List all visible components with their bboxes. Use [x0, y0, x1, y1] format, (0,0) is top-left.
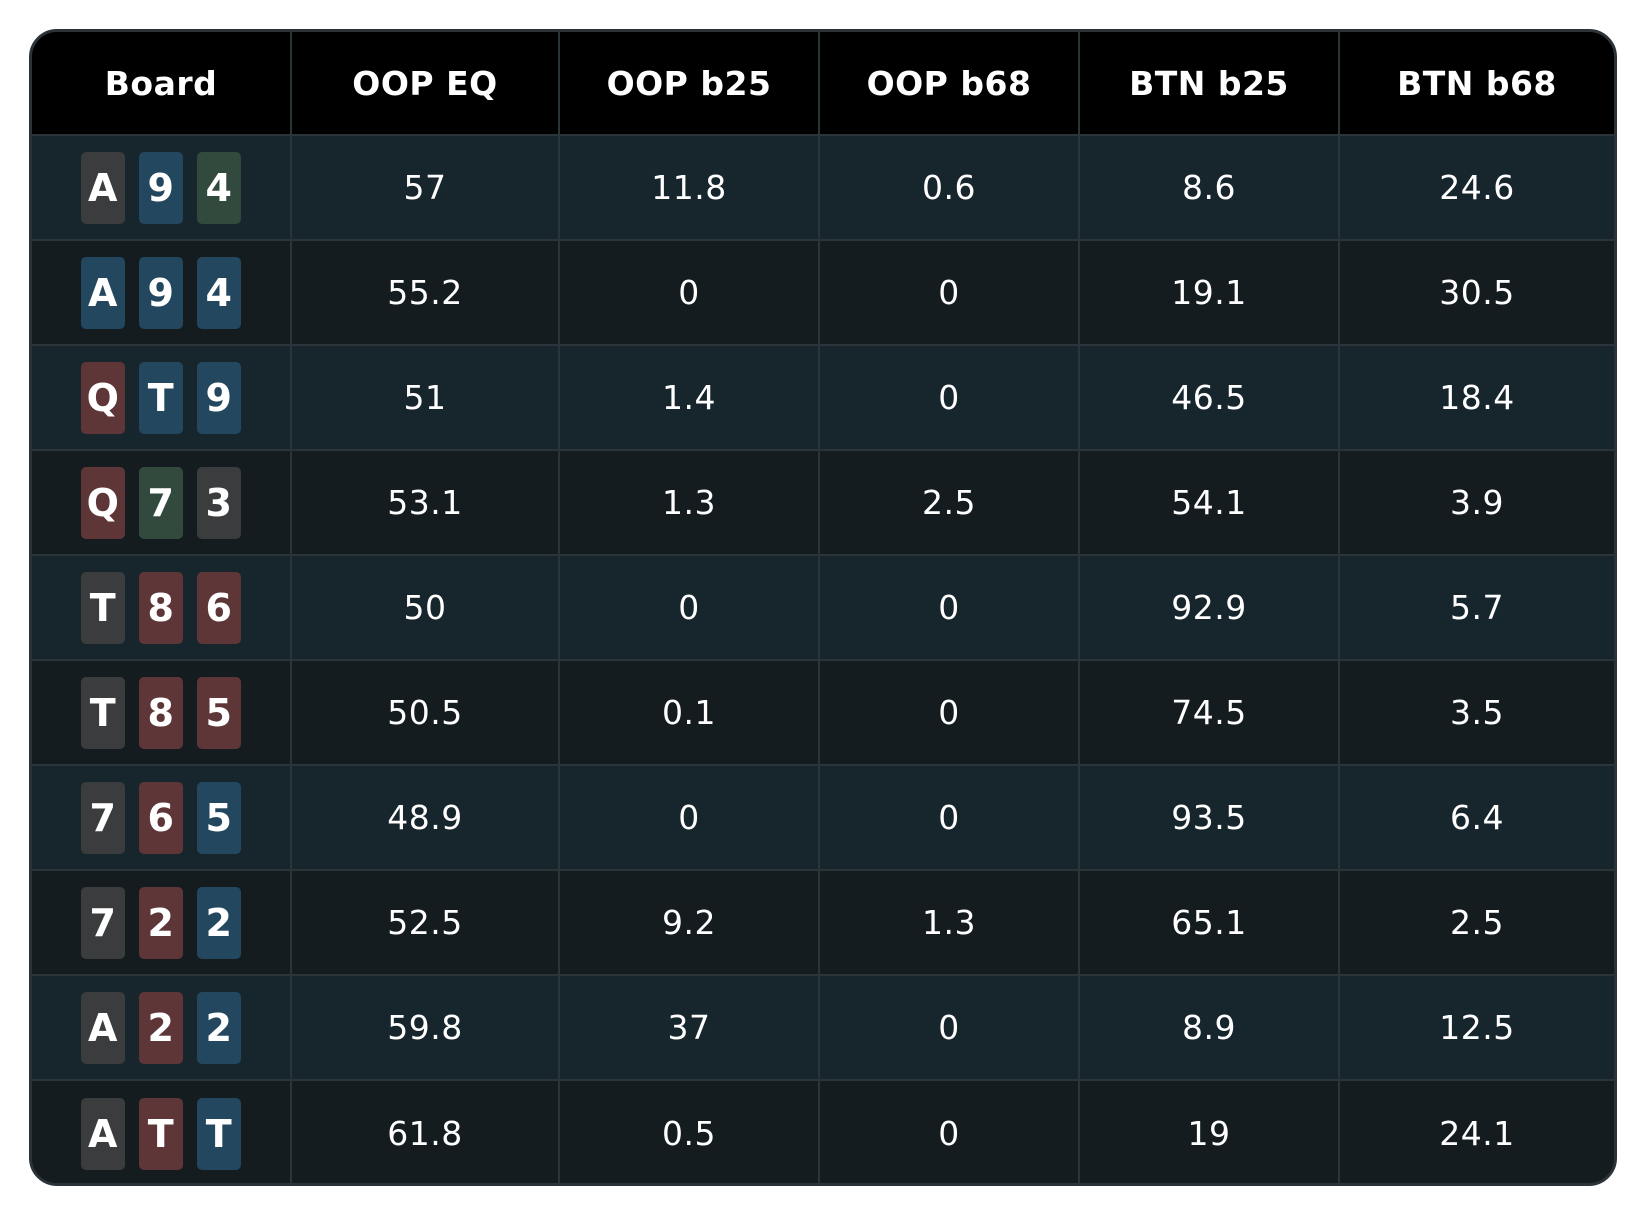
- value-cell: 30.5: [1340, 241, 1614, 346]
- value-cell: 0: [820, 766, 1080, 871]
- value-cell: 59.8: [292, 976, 560, 1081]
- value-cell: 61.8: [292, 1081, 560, 1183]
- table-grid: Board OOP EQ OOP b25 OOP b68 BTN b25 BTN b68 A…: [32, 32, 1614, 1183]
- card: 8: [139, 676, 183, 749]
- value-cell: 6.4: [1340, 766, 1614, 871]
- value-cell: 0: [560, 766, 820, 871]
- value-cell: 92.9: [1080, 556, 1340, 661]
- card: 7: [81, 781, 125, 854]
- value-cell: 1.3: [820, 871, 1080, 976]
- card: A: [81, 1097, 125, 1170]
- value-cell: 65.1: [1080, 871, 1340, 976]
- value-cell: 0: [820, 661, 1080, 766]
- value-cell: 3.9: [1340, 451, 1614, 556]
- column-header: OOP EQ: [292, 32, 560, 136]
- value-cell: 3.5: [1340, 661, 1614, 766]
- value-cell: 57: [292, 136, 560, 241]
- card: A: [81, 256, 125, 329]
- card: 2: [139, 886, 183, 959]
- card: T: [139, 361, 183, 434]
- value-cell: 12.5: [1340, 976, 1614, 1081]
- value-cell: 0.1: [560, 661, 820, 766]
- card: 3: [197, 466, 241, 539]
- value-cell: 0: [560, 241, 820, 346]
- card: 9: [139, 256, 183, 329]
- value-cell: 0: [820, 1081, 1080, 1183]
- value-cell: 2.5: [1340, 871, 1614, 976]
- card: 9: [197, 361, 241, 434]
- card: Q: [81, 361, 125, 434]
- value-cell: 0: [820, 976, 1080, 1081]
- card: 5: [197, 676, 241, 749]
- card: T: [197, 1097, 241, 1170]
- value-cell: 54.1: [1080, 451, 1340, 556]
- value-cell: 55.2: [292, 241, 560, 346]
- value-cell: 8.9: [1080, 976, 1340, 1081]
- card: A: [81, 151, 125, 224]
- card: 9: [139, 151, 183, 224]
- column-header: BTN b25: [1080, 32, 1340, 136]
- card: 2: [139, 991, 183, 1064]
- value-cell: 19: [1080, 1081, 1340, 1183]
- value-cell: 0: [820, 346, 1080, 451]
- value-cell: 51: [292, 346, 560, 451]
- value-cell: 8.6: [1080, 136, 1340, 241]
- value-cell: 48.9: [292, 766, 560, 871]
- value-cell: 37: [560, 976, 820, 1081]
- column-header: Board: [32, 32, 292, 136]
- card: T: [139, 1097, 183, 1170]
- card: 5: [197, 781, 241, 854]
- card: 4: [197, 151, 241, 224]
- column-header: BTN b68: [1340, 32, 1614, 136]
- value-cell: 0.6: [820, 136, 1080, 241]
- card: 2: [197, 991, 241, 1064]
- card: A: [81, 991, 125, 1064]
- value-cell: 46.5: [1080, 346, 1340, 451]
- value-cell: 24.1: [1340, 1081, 1614, 1183]
- column-header: OOP b25: [560, 32, 820, 136]
- card: 2: [197, 886, 241, 959]
- card: Q: [81, 466, 125, 539]
- value-cell: 1.3: [560, 451, 820, 556]
- card: 8: [139, 571, 183, 644]
- value-cell: 9.2: [560, 871, 820, 976]
- value-cell: 2.5: [820, 451, 1080, 556]
- value-cell: 0: [820, 556, 1080, 661]
- value-cell: 50.5: [292, 661, 560, 766]
- value-cell: 52.5: [292, 871, 560, 976]
- value-cell: 0.5: [560, 1081, 820, 1183]
- value-cell: 5.7: [1340, 556, 1614, 661]
- value-cell: 11.8: [560, 136, 820, 241]
- card: 6: [197, 571, 241, 644]
- column-header: OOP b68: [820, 32, 1080, 136]
- value-cell: 19.1: [1080, 241, 1340, 346]
- value-cell: 24.6: [1340, 136, 1614, 241]
- value-cell: 50: [292, 556, 560, 661]
- card: 4: [197, 256, 241, 329]
- value-cell: 18.4: [1340, 346, 1614, 451]
- flop-stats-table: Board OOP EQ OOP b25 OOP b68 BTN b25 BTN b68 A…: [29, 29, 1617, 1186]
- card: T: [81, 571, 125, 644]
- value-cell: 93.5: [1080, 766, 1340, 871]
- value-cell: 0: [560, 556, 820, 661]
- value-cell: 53.1: [292, 451, 560, 556]
- card: 7: [139, 466, 183, 539]
- value-cell: 74.5: [1080, 661, 1340, 766]
- value-cell: 1.4: [560, 346, 820, 451]
- value-cell: 0: [820, 241, 1080, 346]
- card: T: [81, 676, 125, 749]
- card: 6: [139, 781, 183, 854]
- card: 7: [81, 886, 125, 959]
